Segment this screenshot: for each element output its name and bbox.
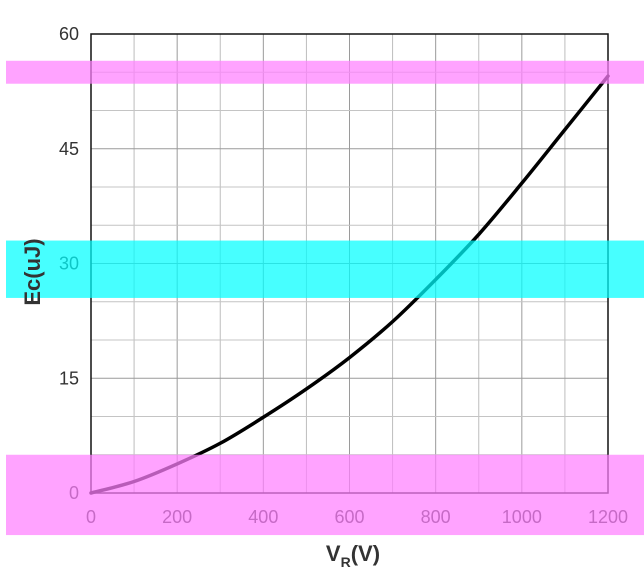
- highlight-bands: [6, 60, 644, 536]
- highlight-band: [6, 60, 644, 84]
- y-tick-label: 60: [59, 24, 79, 44]
- x-axis-label-unit: (V): [351, 541, 380, 566]
- x-axis-label: VR(V): [326, 541, 380, 570]
- y-tick-label: 45: [59, 139, 79, 159]
- highlight-band: [6, 240, 644, 298]
- highlight-band: [6, 454, 644, 536]
- x-axis-label-main: V: [326, 541, 341, 566]
- x-axis-label-sub: R: [341, 554, 351, 570]
- y-axis-label: Ec(uJ): [20, 238, 45, 305]
- y-tick-label: 15: [59, 368, 79, 388]
